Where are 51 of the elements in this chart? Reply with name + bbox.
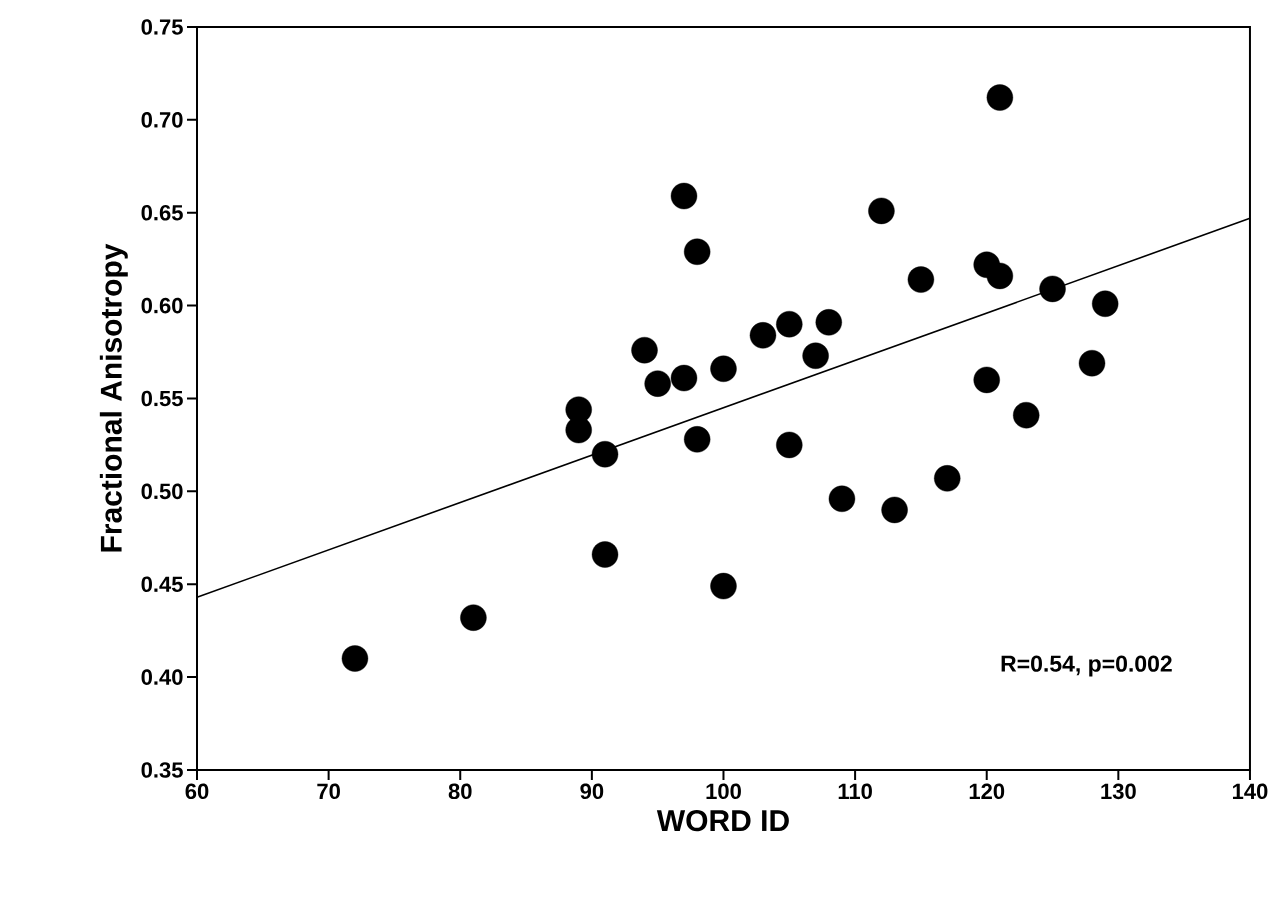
point xyxy=(631,336,658,364)
point xyxy=(683,426,711,453)
point xyxy=(644,370,671,397)
x-tick-label: 140 xyxy=(1232,783,1268,800)
x-tick-label: 60 xyxy=(185,783,209,800)
point xyxy=(828,485,856,512)
y-axis-title: Fractional Anisotropy xyxy=(99,243,128,552)
point xyxy=(591,541,619,568)
point xyxy=(565,416,592,444)
point xyxy=(881,496,908,524)
x-tick-label: 100 xyxy=(706,783,741,800)
point xyxy=(670,182,698,210)
x-tick-label: 80 xyxy=(448,783,472,800)
point xyxy=(776,310,803,338)
y-tick-label: 0.40 xyxy=(141,669,183,685)
x-tick-label: 90 xyxy=(580,783,604,800)
y-tick-label: 0.45 xyxy=(141,576,183,593)
point xyxy=(973,366,1000,394)
y-tick-label: 0.35 xyxy=(141,762,183,778)
point xyxy=(749,322,777,349)
point xyxy=(776,431,803,459)
point xyxy=(341,645,369,672)
y-tick-label: 0.60 xyxy=(141,297,183,314)
x-axis-title: WORD ID xyxy=(656,809,789,832)
point xyxy=(591,441,619,468)
x-tick-label: 70 xyxy=(317,783,340,800)
x-tick-label: 120 xyxy=(969,783,1005,800)
x-tick-label: 110 xyxy=(838,783,872,800)
point xyxy=(934,465,961,492)
point xyxy=(1078,349,1106,377)
y-tick-label: 0.75 xyxy=(141,19,183,35)
point xyxy=(460,604,487,631)
x-tick-label: 130 xyxy=(1101,783,1136,800)
annotation: R=0.54, p=0.002 xyxy=(1001,655,1172,677)
y-tick-label: 0.70 xyxy=(141,112,183,128)
y-tick-label: 0.65 xyxy=(141,204,183,221)
point xyxy=(1091,290,1119,317)
point xyxy=(710,572,737,600)
point xyxy=(986,262,1014,290)
point xyxy=(815,309,842,336)
point xyxy=(986,84,1014,111)
point xyxy=(1013,402,1040,429)
point xyxy=(1039,275,1066,303)
point xyxy=(683,238,711,265)
point xyxy=(710,355,737,382)
point xyxy=(670,364,698,392)
point xyxy=(907,266,935,293)
y-tick-label: 0.50 xyxy=(141,483,183,500)
point xyxy=(802,342,829,369)
y-tick-label: 0.55 xyxy=(141,390,183,407)
point xyxy=(868,197,895,225)
